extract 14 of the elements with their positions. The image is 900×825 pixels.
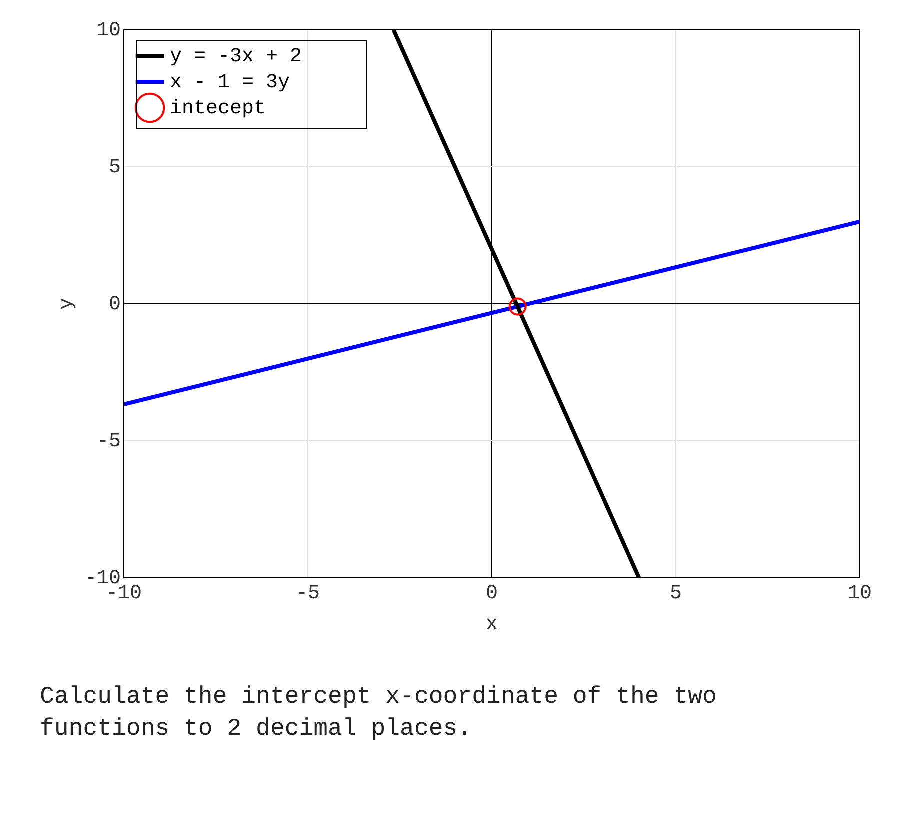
text: Calculate the intercept x-coordinate of the two functions to 2 decimal places. [40,683,718,745]
x-tick-label: 0 [486,582,498,606]
x-tick-label: 10 [848,582,872,606]
y-tick-label: 0 [108,293,122,316]
x-tick-label: -5 [296,582,320,606]
legend-label: y = -3x + 2 [170,45,302,68]
x-axis-title: x [486,613,498,636]
legend-label: x - 1 = 3y [170,71,290,94]
y-tick-label: 10 [96,19,122,42]
y-tick-label: -5 [96,430,122,454]
y-tick-label: 5 [108,156,122,180]
legend-label: intecept [170,97,266,120]
x-tick-label: 5 [670,582,682,606]
y-axis-title: y [55,298,78,310]
